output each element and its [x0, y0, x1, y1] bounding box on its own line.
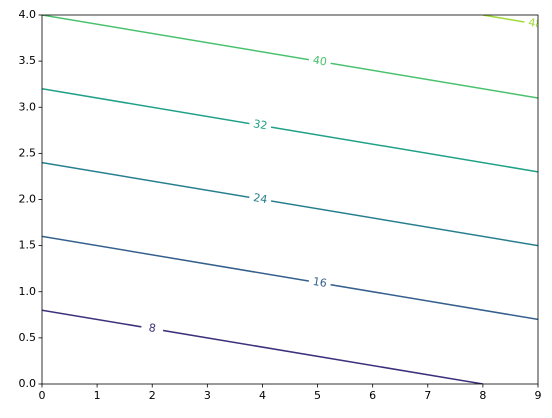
contour-line	[42, 15, 538, 99]
contour-label: 24	[252, 191, 268, 206]
label-gap	[308, 276, 332, 290]
y-tick-label: 2.5	[19, 146, 37, 159]
x-tick-label: 7	[424, 389, 431, 402]
x-tick-label: 5	[314, 389, 321, 402]
label-gap	[308, 54, 332, 69]
x-tick-label: 1	[94, 389, 101, 402]
x-tick-label: 4	[259, 389, 266, 402]
x-tick-label: 8	[479, 389, 486, 402]
contour-label-group: 24	[248, 191, 272, 206]
contour-label: 40	[312, 53, 328, 68]
contour-label-group: 32	[248, 117, 272, 133]
y-tick-label: 3.5	[19, 54, 37, 67]
contour-label-group: 40	[308, 53, 332, 69]
contour-label: 32	[252, 117, 268, 132]
label-gap	[140, 321, 164, 336]
y-tick-label: 2.0	[19, 193, 37, 206]
label-gap	[248, 118, 272, 133]
contour-label-group: 16	[308, 275, 332, 290]
contour-line	[42, 235, 538, 321]
y-tick-label: 0.0	[19, 377, 37, 390]
contour-label-group: 48	[523, 16, 543, 31]
label-gap	[523, 17, 538, 31]
x-tick-label: 9	[535, 389, 542, 402]
x-tick-label: 0	[39, 389, 46, 402]
axes-frame	[41, 14, 539, 385]
y-tick-label: 1.0	[19, 285, 37, 298]
x-tick-label: 2	[149, 389, 156, 402]
x-tick-label: 6	[369, 389, 376, 402]
contour-line	[42, 88, 538, 173]
y-tick-label: 4.0	[19, 8, 37, 21]
plot-area: 8 16 24 32 40 48	[42, 15, 543, 384]
contour-label: 48	[527, 16, 543, 31]
x-tick-label: 3	[204, 389, 211, 402]
y-tick-label: 3.0	[19, 100, 37, 113]
y-tick-label: 0.5	[19, 331, 37, 344]
contour-label: 8	[148, 321, 157, 335]
contour-line	[42, 309, 484, 384]
label-gap	[248, 192, 272, 206]
contour-line	[42, 161, 538, 247]
contour-label: 16	[312, 275, 328, 290]
contour-label-group: 8	[140, 321, 164, 336]
y-tick-label: 1.5	[19, 239, 37, 252]
